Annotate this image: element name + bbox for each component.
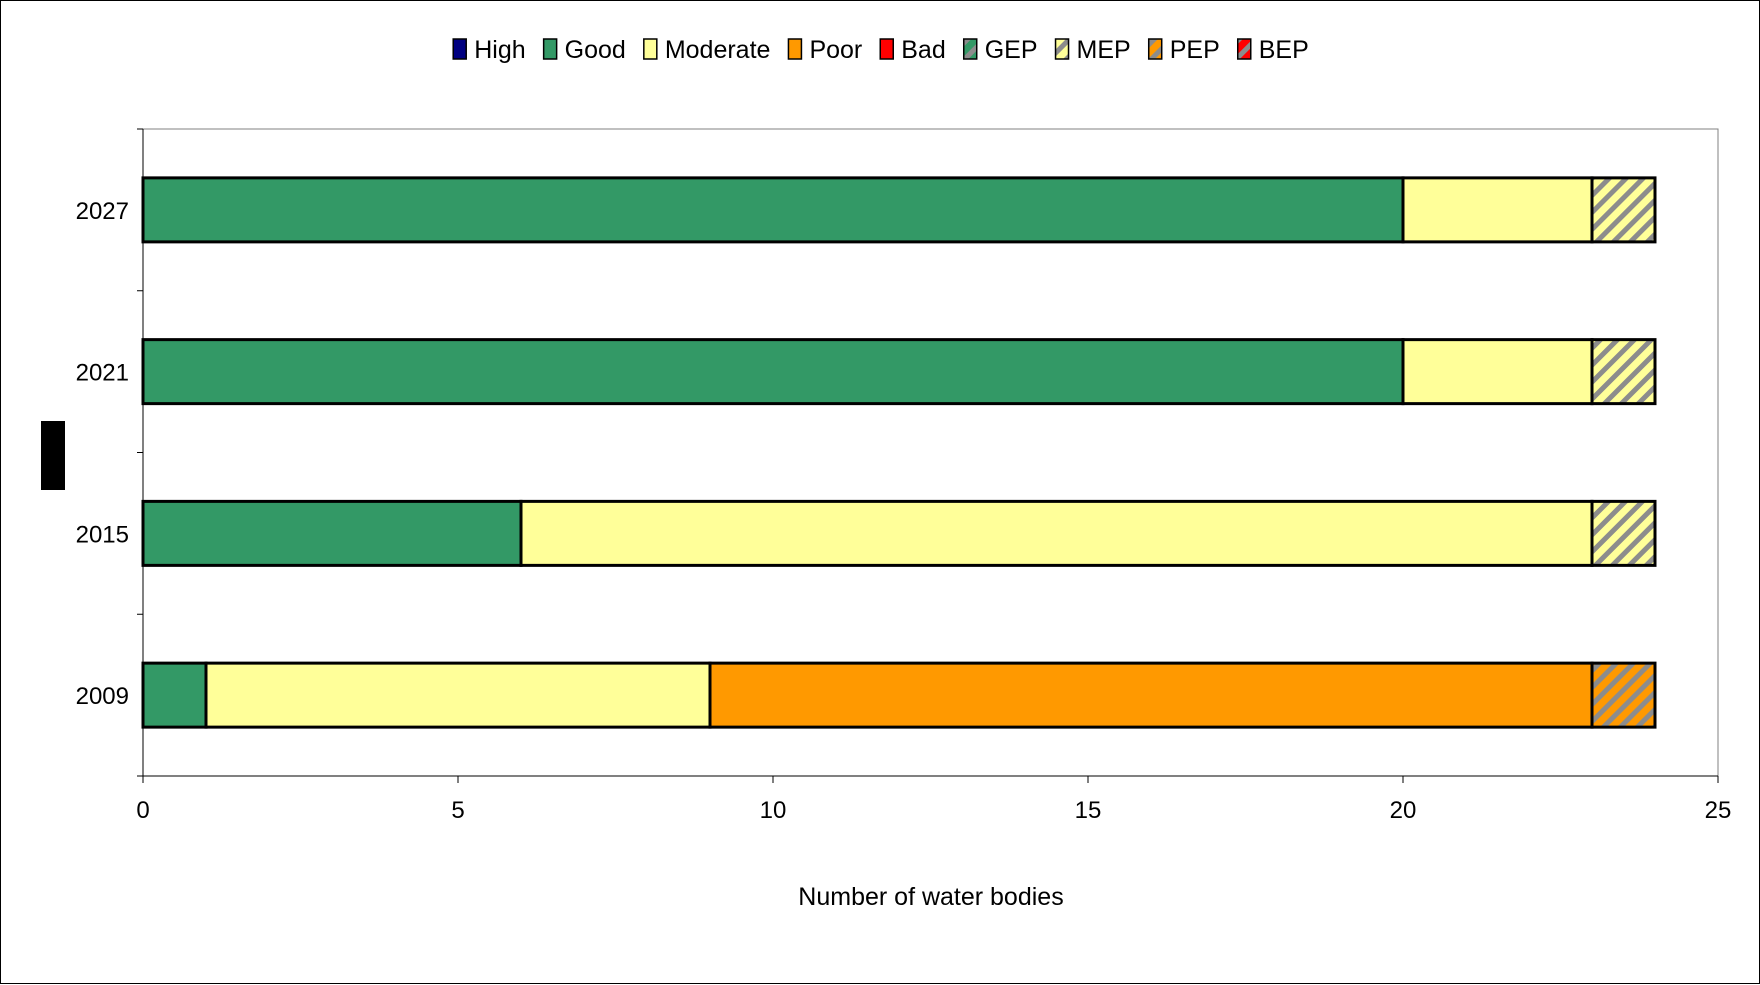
legend-item-poor: Poor <box>787 36 862 64</box>
legend-swatch-good <box>542 38 558 60</box>
bar-2021-moderate <box>1401 338 1594 406</box>
legend-swatch-poor <box>787 38 803 60</box>
bar-2009-poor <box>708 661 1594 729</box>
bars-group <box>141 176 1657 729</box>
x-tick-label-10: 10 <box>760 797 787 824</box>
legend-label-bad: Bad <box>901 36 945 64</box>
bar-2009-good <box>141 661 208 729</box>
bar-2027-good <box>141 176 1405 244</box>
legend-label-bep: BEP <box>1259 36 1309 64</box>
legend-item-bad: Bad <box>879 36 946 64</box>
y-tick-label-2009: 2009 <box>76 683 129 710</box>
legend-item-good: Good <box>542 36 626 64</box>
legend-label-high: High <box>474 36 525 64</box>
legend-swatch-moderate <box>643 38 658 60</box>
bar-2015-good <box>141 499 523 567</box>
bar-2027-moderate <box>1401 176 1594 244</box>
bar-2027-mep <box>1590 176 1657 244</box>
legend-swatch-pep <box>1147 38 1163 60</box>
legend-label-moderate: Moderate <box>665 36 771 64</box>
legend-swatch-high <box>452 38 467 60</box>
y-tick-label-2021: 2021 <box>76 360 129 387</box>
legend-swatch-bep <box>1237 38 1252 60</box>
legend-label-poor: Poor <box>809 36 862 64</box>
legend-swatch-mep <box>1054 38 1070 60</box>
legend-item-high: High <box>452 36 526 64</box>
y-tick-label-2027: 2027 <box>76 198 129 225</box>
legend-item-pep: PEP <box>1147 36 1220 64</box>
axes-group: 2009 2015 2021 2027 0 5 10 15 20 25 <box>76 128 1732 824</box>
x-tick-label-5: 5 <box>451 797 464 824</box>
legend-swatch-gep <box>962 38 978 60</box>
legend-label-pep: PEP <box>1170 36 1220 64</box>
legend: High Good Moderate Poor Bad GEP MEP PEP BEP <box>452 36 1309 64</box>
legend-item-bep: BEP <box>1237 36 1309 64</box>
legend-label-good: Good <box>565 36 626 64</box>
x-tick-label-20: 20 <box>1390 797 1417 824</box>
legend-swatch-bad <box>879 38 894 60</box>
legend-item-gep: GEP <box>962 36 1038 64</box>
legend-label-gep: GEP <box>985 36 1038 64</box>
bar-2021-good <box>141 338 1405 406</box>
y-axis-label-marker <box>41 421 65 490</box>
legend-label-mep: MEP <box>1077 36 1131 64</box>
bar-2021-mep <box>1590 338 1657 406</box>
bar-2015-moderate <box>519 499 1594 567</box>
y-tick-label-2015: 2015 <box>76 521 129 548</box>
legend-item-moderate: Moderate <box>643 36 771 64</box>
bar-2015-mep <box>1590 499 1657 567</box>
x-tick-label-15: 15 <box>1075 797 1102 824</box>
legend-item-mep: MEP <box>1054 36 1131 64</box>
x-tick-label-25: 25 <box>1705 797 1732 824</box>
bar-2009-pep <box>1590 661 1657 729</box>
bar-2009-moderate <box>204 661 712 729</box>
x-tick-label-0: 0 <box>136 797 149 824</box>
x-axis-title: Number of water bodies <box>798 883 1063 911</box>
